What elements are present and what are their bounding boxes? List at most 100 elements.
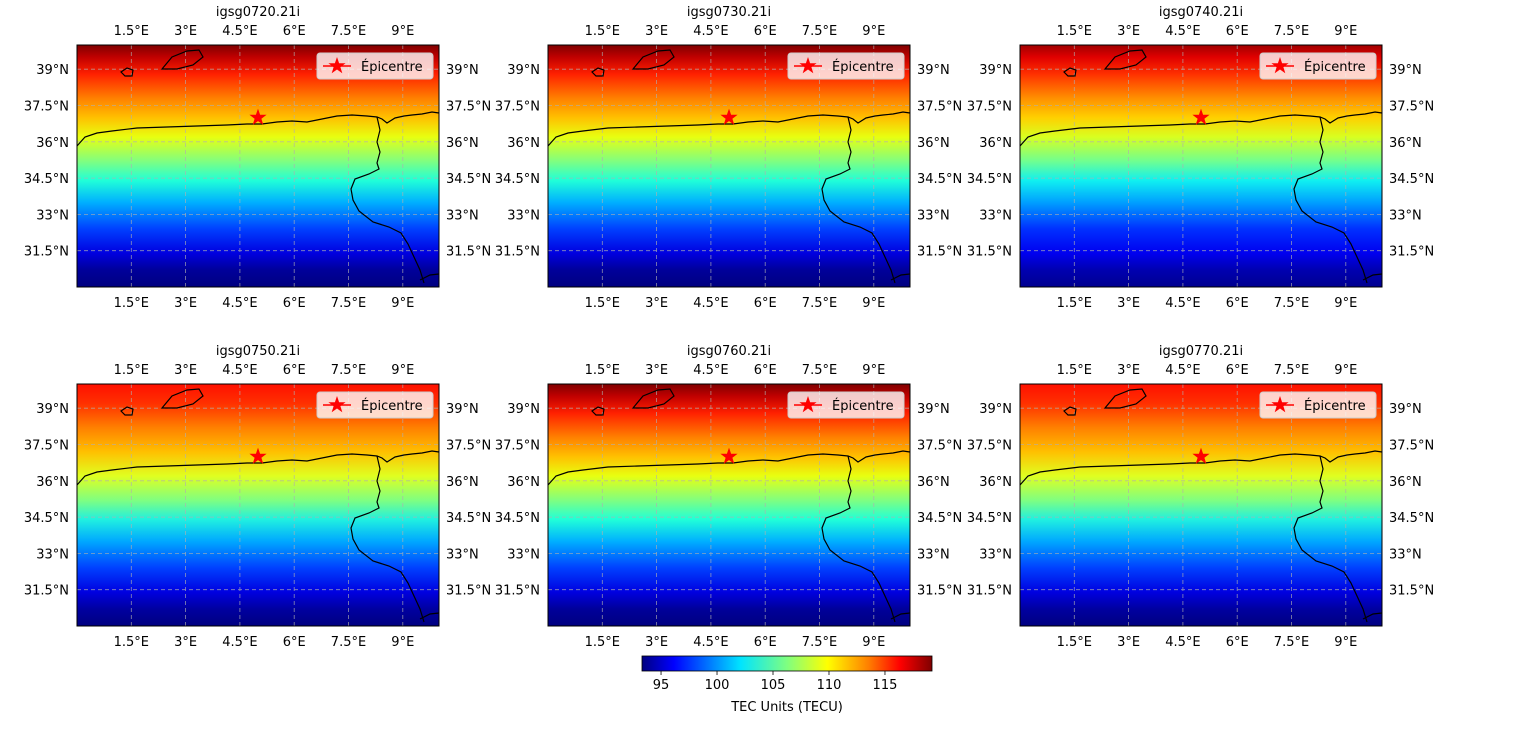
lon-tick-label-top: 3°E bbox=[1117, 363, 1140, 378]
lon-tick-label-bottom: 7.5°E bbox=[331, 296, 366, 311]
coastline bbox=[547, 49, 911, 284]
lon-tick-label-bottom: 1.5°E bbox=[585, 635, 620, 650]
lat-tick-label-left: 34.5°N bbox=[24, 172, 69, 187]
border-path bbox=[1293, 455, 1368, 623]
gridlines bbox=[77, 45, 439, 287]
lon-tick-label-bottom: 1.5°E bbox=[114, 296, 149, 311]
lon-tick-label-top: 3°E bbox=[1117, 24, 1140, 39]
island-path bbox=[160, 49, 204, 70]
lat-tick-label-right: 36°N bbox=[1389, 136, 1422, 151]
lon-tick-label-top: 6°E bbox=[1226, 363, 1249, 378]
island-path bbox=[1103, 388, 1147, 409]
lat-tick-label-right: 36°N bbox=[1389, 475, 1422, 490]
lat-tick-label-right: 34.5°N bbox=[1389, 511, 1434, 526]
lat-tick-label-left: 33°N bbox=[979, 208, 1012, 223]
island-path bbox=[1063, 67, 1077, 77]
lon-tick-label-bottom: 7.5°E bbox=[1274, 296, 1309, 311]
map-frame bbox=[1019, 383, 1383, 627]
panel-title: igsg0740.21i bbox=[1159, 5, 1243, 20]
lat-tick-label-right: 33°N bbox=[1389, 547, 1422, 562]
island-path bbox=[120, 406, 134, 416]
lat-tick-label-left: 39°N bbox=[507, 63, 540, 78]
lon-tick-label-top: 6°E bbox=[754, 24, 777, 39]
lat-tick-label-left: 39°N bbox=[36, 63, 69, 78]
lat-tick-label-left: 36°N bbox=[507, 136, 540, 151]
lon-tick-label-top: 9°E bbox=[391, 24, 414, 39]
lon-tick-label-bottom: 7.5°E bbox=[802, 296, 837, 311]
legend: Épicentre bbox=[787, 391, 905, 419]
lon-tick-label-bottom: 4.5°E bbox=[693, 296, 728, 311]
lon-tick-label-bottom: 9°E bbox=[862, 635, 885, 650]
lat-tick-label-right: 33°N bbox=[1389, 208, 1422, 223]
lat-tick-label-right: 31.5°N bbox=[446, 245, 491, 260]
lat-tick-label-right: 33°N bbox=[446, 547, 479, 562]
legend-box bbox=[787, 391, 905, 419]
lon-tick-label-bottom: 6°E bbox=[1226, 296, 1249, 311]
legend-label: Épicentre bbox=[832, 398, 894, 414]
lon-tick-label-bottom: 9°E bbox=[1334, 635, 1357, 650]
lat-tick-label-right: 36°N bbox=[446, 475, 479, 490]
lat-tick-label-left: 31.5°N bbox=[967, 245, 1012, 260]
island-path bbox=[1063, 406, 1077, 416]
coastline-path bbox=[547, 450, 911, 486]
island-path bbox=[160, 388, 204, 409]
lon-tick-label-bottom: 1.5°E bbox=[1057, 635, 1092, 650]
legend-label: Épicentre bbox=[361, 398, 423, 414]
lon-tick-label-top: 9°E bbox=[1334, 24, 1357, 39]
lat-tick-label-left: 37.5°N bbox=[24, 439, 69, 454]
legend-box bbox=[316, 52, 434, 80]
border-path bbox=[821, 455, 896, 623]
lon-tick-label-top: 1.5°E bbox=[585, 24, 620, 39]
tec-heatmap bbox=[77, 384, 439, 626]
lat-tick-label-left: 34.5°N bbox=[24, 511, 69, 526]
lon-tick-label-bottom: 3°E bbox=[1117, 635, 1140, 650]
lat-tick-label-left: 33°N bbox=[36, 208, 69, 223]
lon-tick-label-top: 3°E bbox=[645, 363, 668, 378]
island-path bbox=[1103, 49, 1147, 70]
lon-tick-label-bottom: 9°E bbox=[391, 296, 414, 311]
legend-box bbox=[1259, 52, 1377, 80]
map-frame bbox=[76, 44, 440, 288]
lat-tick-label-right: 39°N bbox=[1389, 402, 1422, 417]
lon-tick-label-bottom: 3°E bbox=[174, 296, 197, 311]
tec-heatmap bbox=[548, 384, 910, 626]
tec-heatmap bbox=[77, 45, 439, 287]
lat-tick-label-left: 36°N bbox=[979, 475, 1012, 490]
lat-tick-label-right: 37.5°N bbox=[917, 100, 962, 115]
map-frame bbox=[547, 44, 911, 288]
legend: Épicentre bbox=[316, 391, 434, 419]
lon-tick-label-bottom: 7.5°E bbox=[1274, 635, 1309, 650]
lat-tick-label-right: 33°N bbox=[917, 547, 950, 562]
lat-tick-label-left: 36°N bbox=[36, 475, 69, 490]
lon-tick-label-bottom: 1.5°E bbox=[585, 296, 620, 311]
lat-tick-label-left: 31.5°N bbox=[495, 245, 540, 260]
lon-tick-label-top: 4.5°E bbox=[693, 363, 728, 378]
tec-heatmap bbox=[1020, 384, 1382, 626]
tick-labels: 1.5°E 1.5°E 3°E 3°E 4.5°E 4.5°E 6°E 6°E 7.5°E 7.5… bbox=[495, 24, 962, 311]
lon-tick-label-bottom: 9°E bbox=[1334, 296, 1357, 311]
lon-tick-label-bottom: 4.5°E bbox=[1165, 635, 1200, 650]
lon-tick-label-top: 4.5°E bbox=[222, 363, 257, 378]
lat-tick-label-right: 34.5°N bbox=[917, 172, 962, 187]
lon-tick-label-top: 6°E bbox=[283, 363, 306, 378]
colorbar-tick-label: 95 bbox=[653, 678, 670, 693]
legend-box bbox=[787, 52, 905, 80]
tick-labels: 1.5°E 1.5°E 3°E 3°E 4.5°E 4.5°E 6°E 6°E 7.5°E 7.5… bbox=[967, 24, 1434, 311]
island-path bbox=[631, 49, 675, 70]
lon-tick-label-bottom: 9°E bbox=[862, 296, 885, 311]
legend: Épicentre bbox=[316, 52, 434, 80]
map-panel: igsg0730.21i Épicentre 1.5°E 1.5°E 3°E 3°E 4.5… bbox=[495, 5, 962, 311]
lon-tick-label-top: 3°E bbox=[174, 363, 197, 378]
lon-tick-label-bottom: 7.5°E bbox=[331, 635, 366, 650]
lon-tick-label-top: 1.5°E bbox=[1057, 363, 1092, 378]
lat-tick-label-left: 33°N bbox=[36, 547, 69, 562]
lat-tick-label-right: 37.5°N bbox=[917, 439, 962, 454]
lat-tick-label-right: 37.5°N bbox=[446, 100, 491, 115]
lat-tick-label-right: 39°N bbox=[1389, 63, 1422, 78]
legend-label: Épicentre bbox=[832, 59, 894, 75]
border-path bbox=[419, 612, 440, 620]
lon-tick-label-bottom: 6°E bbox=[283, 635, 306, 650]
coastline bbox=[76, 388, 440, 623]
lon-tick-label-bottom: 3°E bbox=[645, 635, 668, 650]
